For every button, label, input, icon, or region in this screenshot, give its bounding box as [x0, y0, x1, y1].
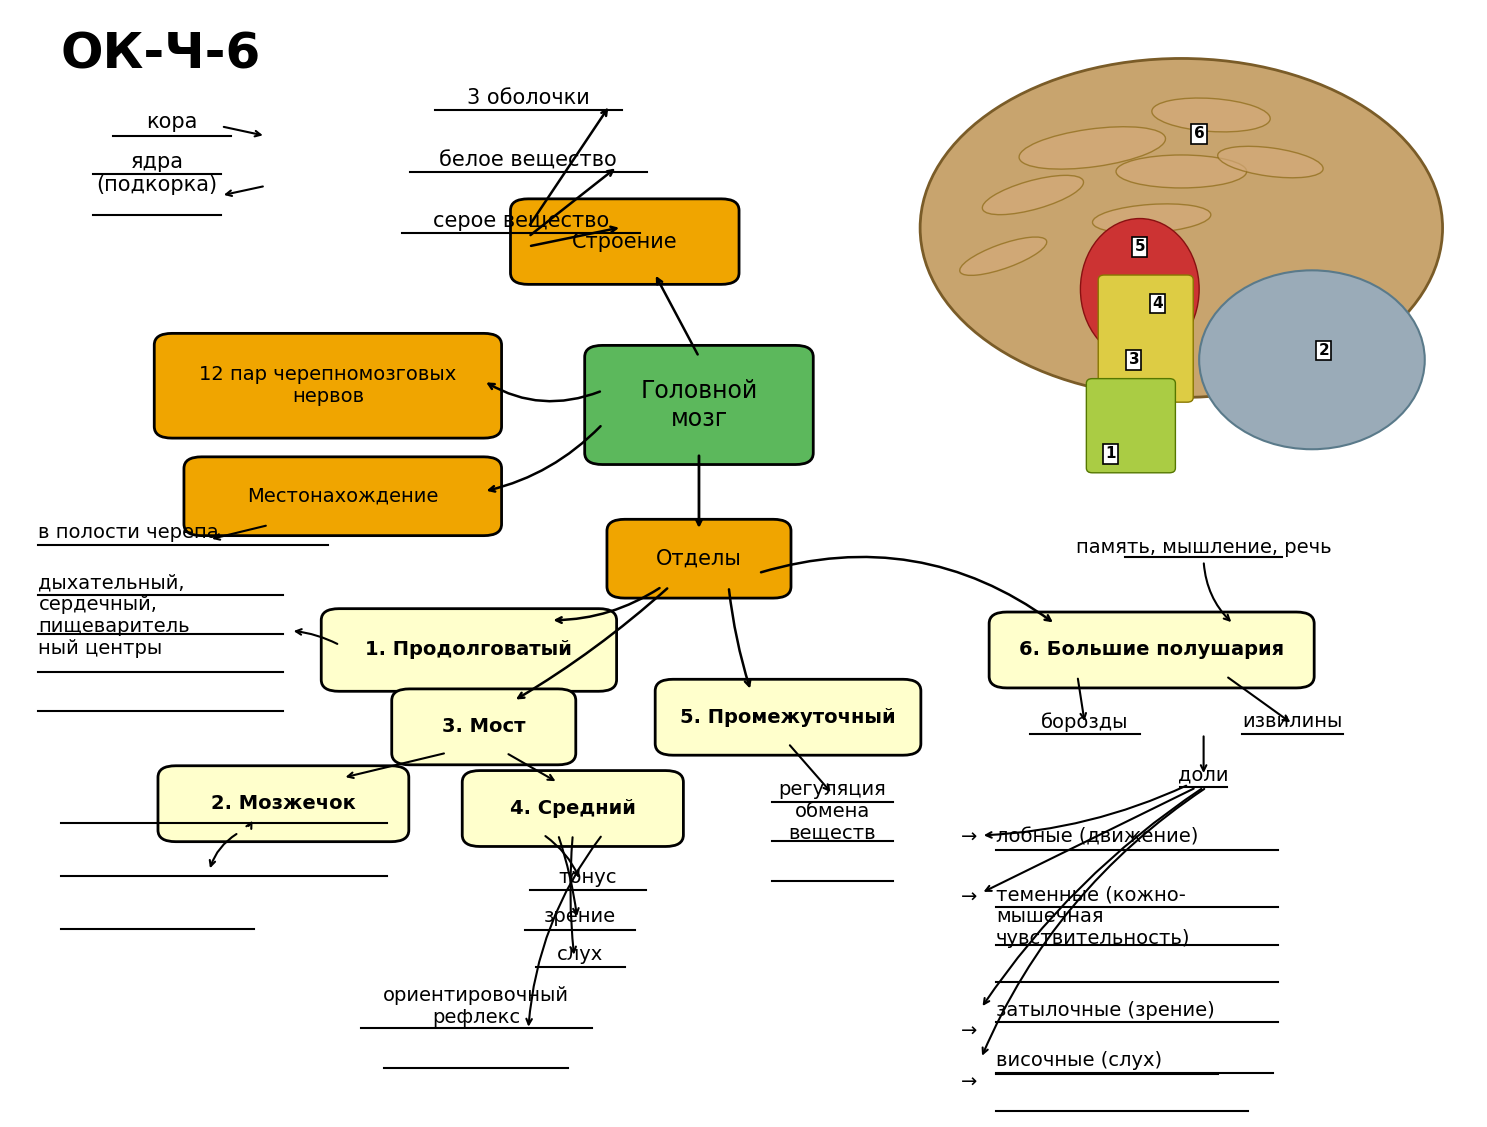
FancyBboxPatch shape	[584, 345, 813, 464]
Text: регуляция
обмена
веществ: регуляция обмена веществ	[779, 780, 886, 843]
Text: ядра
(подкорка): ядра (подкорка)	[97, 152, 217, 195]
Text: →: →	[961, 887, 977, 906]
Text: серое вещество: серое вещество	[433, 211, 610, 231]
Text: Отделы: Отделы	[656, 549, 742, 569]
FancyBboxPatch shape	[607, 520, 791, 598]
Text: лобные (движение): лобные (движение)	[996, 827, 1199, 846]
Text: теменные (кожно-
мышечная
чувствительность): теменные (кожно- мышечная чувствительнос…	[996, 886, 1190, 949]
Text: 3 оболочки: 3 оболочки	[467, 88, 590, 108]
Text: ориентировочный
рефлекс: ориентировочный рефлекс	[384, 986, 570, 1028]
Text: слух: слух	[558, 944, 604, 964]
Text: 4. Средний: 4. Средний	[510, 799, 636, 818]
Text: 5. Промежуточный: 5. Промежуточный	[680, 708, 895, 727]
Text: 12 пар черепномозговых
нервов: 12 пар черепномозговых нервов	[199, 365, 457, 406]
Text: 2. Мозжечок: 2. Мозжечок	[211, 795, 355, 814]
FancyBboxPatch shape	[462, 771, 684, 846]
FancyBboxPatch shape	[989, 612, 1315, 687]
FancyBboxPatch shape	[656, 680, 920, 755]
Text: →: →	[961, 828, 977, 846]
Text: 6. Большие полушария: 6. Большие полушария	[1019, 640, 1285, 659]
FancyBboxPatch shape	[155, 334, 501, 438]
Text: зрение: зрение	[544, 907, 616, 926]
Text: Местонахождение: Местонахождение	[247, 487, 439, 506]
FancyBboxPatch shape	[391, 689, 575, 765]
Text: →: →	[961, 1073, 977, 1092]
Text: ОК-Ч-6: ОК-Ч-6	[61, 30, 262, 78]
Text: память, мышление, речь: память, мышление, речь	[1075, 538, 1331, 557]
Text: кора: кора	[146, 112, 198, 132]
Text: 3. Мост: 3. Мост	[442, 718, 525, 736]
FancyBboxPatch shape	[184, 456, 501, 535]
Text: борозды: борозды	[1041, 712, 1129, 733]
Text: доли: доли	[1178, 765, 1228, 784]
Text: в полости черепа: в полости черепа	[39, 523, 219, 542]
Text: Строение: Строение	[572, 232, 678, 251]
FancyBboxPatch shape	[321, 609, 617, 691]
Text: извилины: извилины	[1243, 712, 1343, 731]
Text: тонус: тонус	[559, 868, 617, 887]
FancyBboxPatch shape	[158, 765, 409, 842]
Text: 1. Продолговатый: 1. Продолговатый	[366, 640, 572, 659]
Text: затылочные (зрение): затылочные (зрение)	[996, 1001, 1215, 1020]
Text: Головной
мозг: Головной мозг	[641, 379, 757, 431]
Text: дыхательный,
сердечный,
пищеваритель
ный центры: дыхательный, сердечный, пищеваритель ный…	[39, 574, 190, 658]
FancyBboxPatch shape	[510, 198, 739, 284]
Text: белое вещество: белое вещество	[440, 150, 617, 170]
Text: →: →	[961, 1022, 977, 1041]
Text: височные (слух): височные (слух)	[996, 1050, 1161, 1070]
